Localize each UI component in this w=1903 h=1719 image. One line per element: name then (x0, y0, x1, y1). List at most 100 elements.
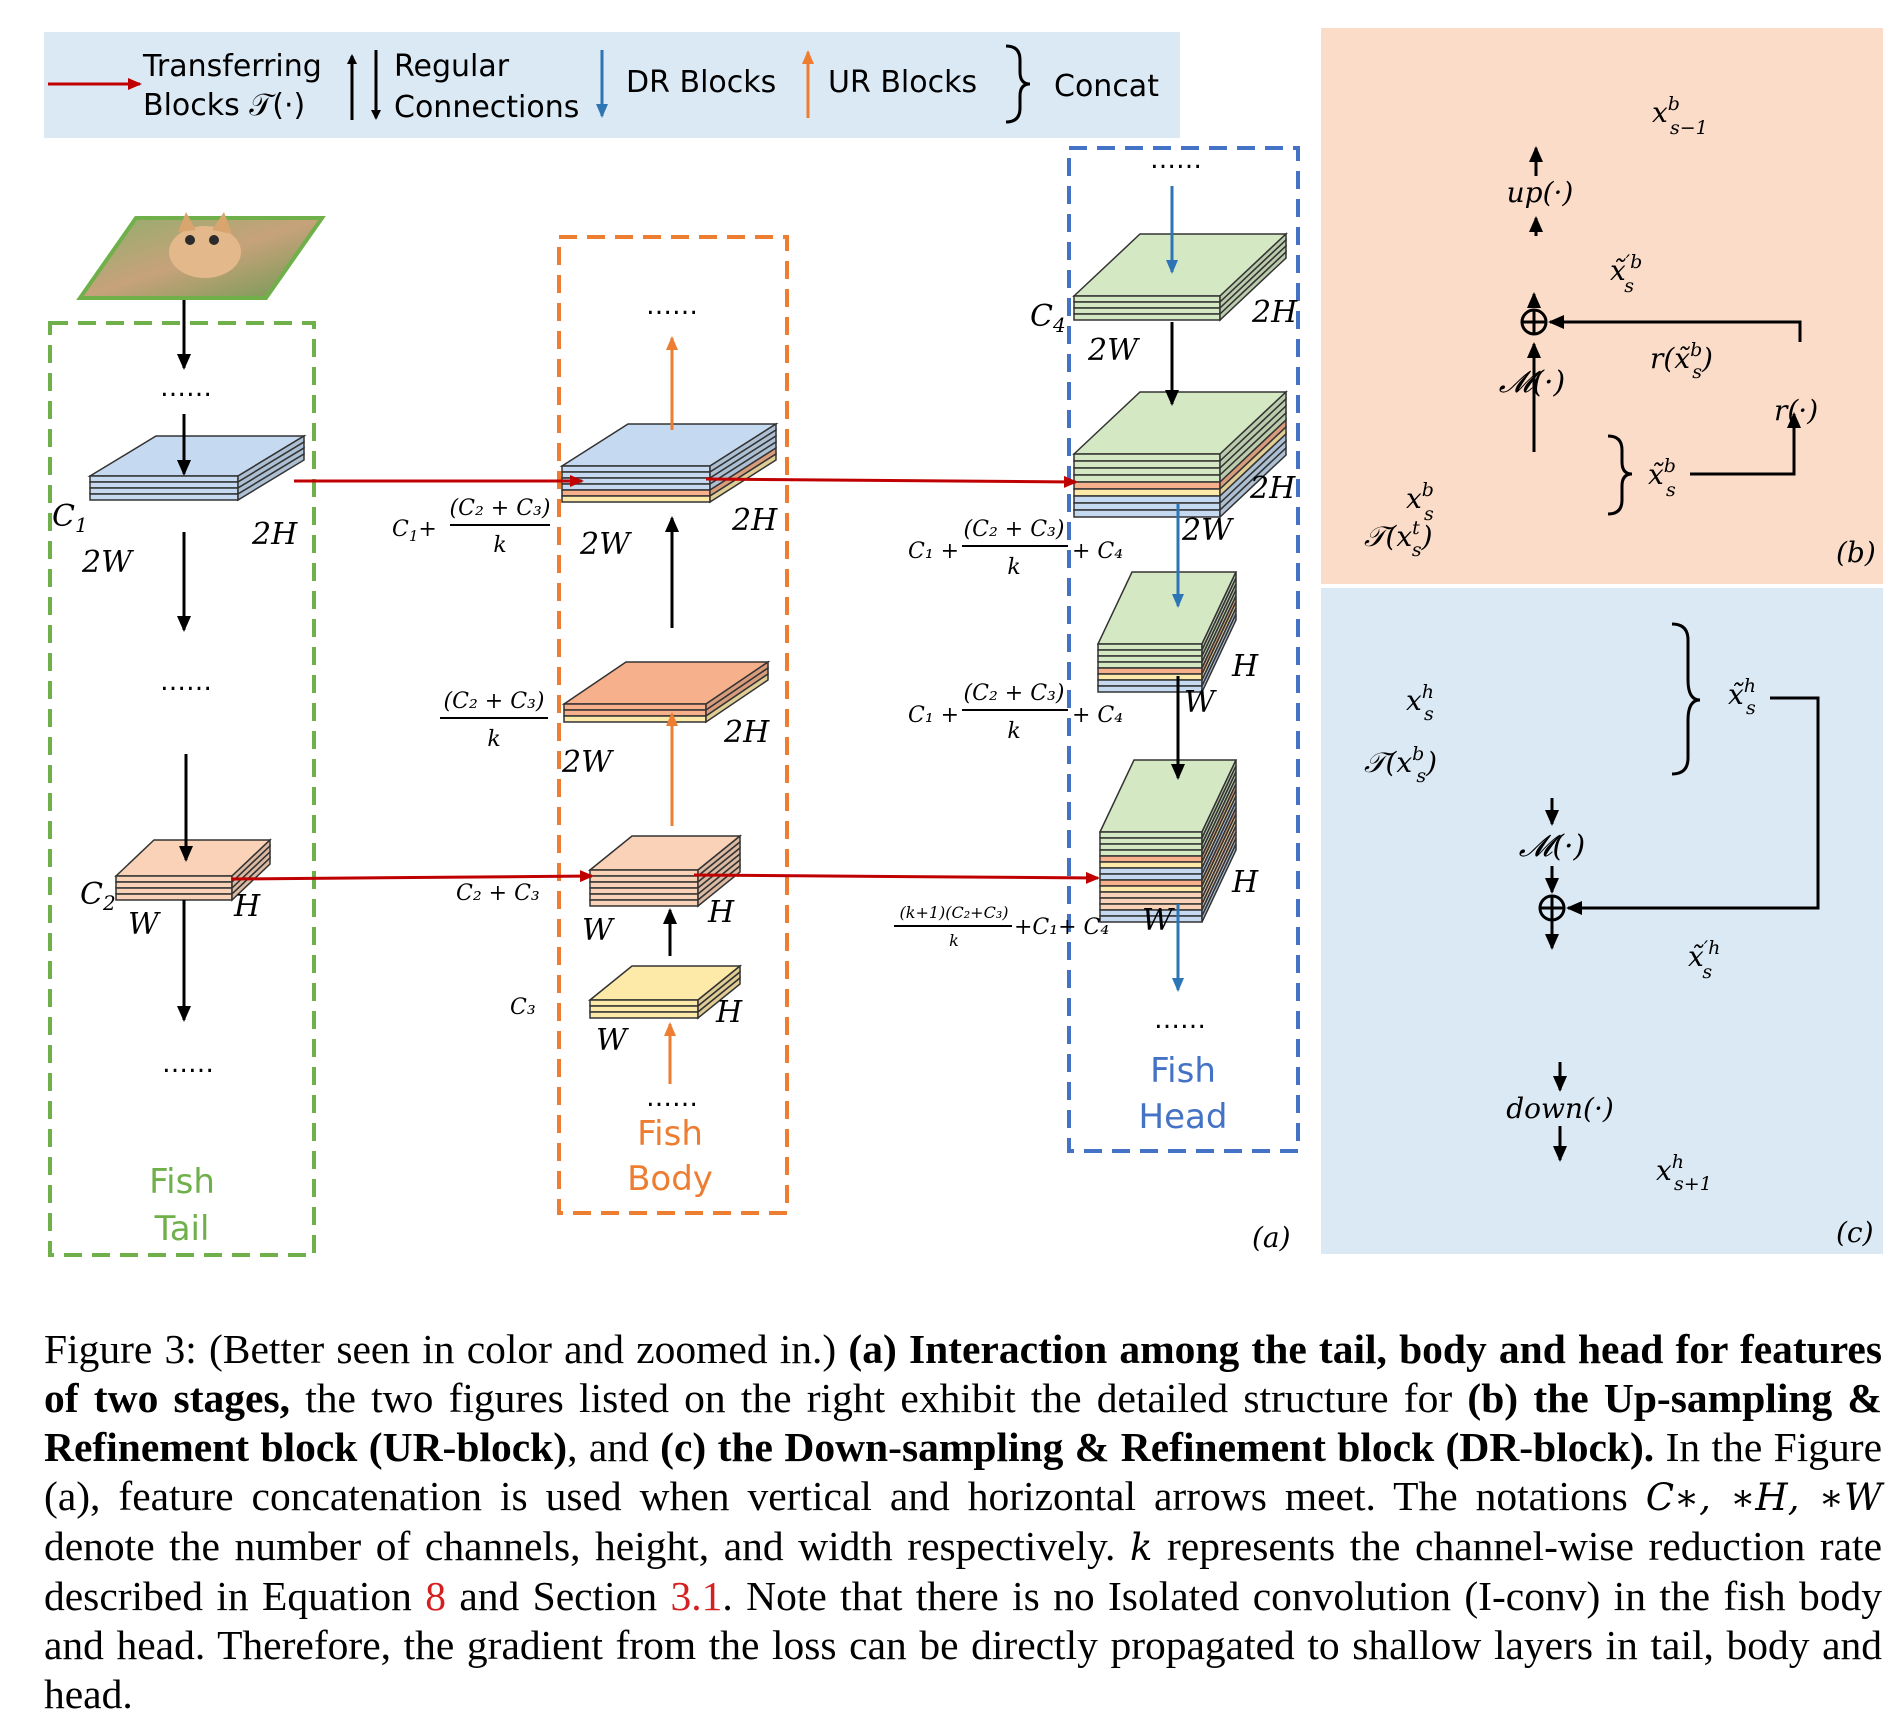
pb-r-fn: r(·) (1774, 394, 1818, 427)
head-block-top-layer-front (1073, 301, 1221, 309)
fish-body-frame (557, 235, 789, 1215)
body-block-mid-layer-side (705, 672, 769, 724)
head-block-bottom-layer-front (1099, 837, 1203, 845)
head-block-bottom-layer-front (1099, 843, 1203, 851)
pb-txst-label: 𝒯(xt s) (1364, 517, 1433, 561)
svg-text:k: k (1007, 555, 1020, 580)
pb-brace-icon (1607, 434, 1633, 516)
body-block-mid-layer-front (563, 709, 707, 717)
pc-m-fn: 𝓜(·) (1519, 829, 1586, 864)
svg-text:(k+1)(C₂+C₃): (k+1)(C₂+C₃) (900, 903, 1009, 922)
head-block-mid-layer-front (1073, 481, 1221, 490)
tail-block-c2 (114, 838, 272, 902)
svg-text:+ C₄: + C₄ (1072, 703, 1123, 728)
head-block-bottom-layer-front (1099, 861, 1203, 869)
body-label-mid: (C₂ + C₃) k (440, 689, 548, 752)
transfer-arrow-body-to-head-2 (693, 871, 1100, 884)
tail-dots-3: …… (162, 1049, 214, 1079)
body-block-top-layer-front (561, 495, 711, 503)
tail-dots-2: …… (160, 667, 212, 697)
head-block-bottom-layer-front (1099, 855, 1203, 863)
head-block-mid (1072, 390, 1288, 519)
equation-ref-link[interactable]: 8 (425, 1573, 446, 1619)
head-block-bottom-layer-side (1201, 843, 1237, 923)
body-block-top-layer-front (561, 471, 711, 479)
body-top-w: 2W (579, 527, 632, 562)
svg-text:C₁ +: C₁ + (908, 703, 959, 728)
panel-b-background (1321, 28, 1883, 584)
legend-brace-icon (1005, 44, 1031, 124)
head-bottom-h: H (1231, 865, 1259, 900)
head-block-low-layer-front (1097, 673, 1203, 681)
head-block-low-layer-side (1201, 613, 1237, 693)
fish-tail-frame (48, 321, 316, 1257)
tail-block-c2-layer-front (115, 881, 233, 889)
pc-mid-label: x̃′h s (1688, 937, 1720, 983)
head-block-mid-layer-front (1073, 460, 1221, 469)
head-block-top (1072, 232, 1288, 322)
head-block-top-layer-front (1073, 313, 1221, 321)
svg-text:k: k (487, 727, 500, 752)
head-block-mid-layer-front (1073, 502, 1221, 511)
body-block-bottom-layer-front (589, 1005, 699, 1013)
tail-block-c1-layer-side (237, 452, 305, 502)
head-block-low-layer-front (1097, 661, 1203, 669)
body-label-top: C1+ (C₂ + C₃) k (392, 496, 550, 558)
head-block-top-layer-front (1073, 307, 1221, 315)
pb-arrow-r (1690, 412, 1801, 476)
pb-top-label: xb s−1 (1652, 93, 1708, 139)
head-top-w: 2W (1087, 333, 1140, 368)
svg-text:(C₂ + C₃): (C₂ + C₃) (964, 517, 1065, 542)
tail-c1-w: 2W (81, 545, 134, 580)
legend-transferring: Transferring (142, 49, 322, 84)
head-block-mid-layer-front (1073, 495, 1221, 504)
pc-arrow-residual (1566, 696, 1820, 915)
figure-3-diagram: Transferring Blocks 𝒯(·) Regular Connect… (44, 28, 1883, 1257)
body-low-w: W (582, 913, 615, 948)
head-dots-bottom: …… (1154, 1005, 1206, 1035)
head-block-bottom-layer-front (1099, 879, 1203, 887)
pb-mid-label: x̃′b s (1610, 251, 1642, 297)
pb-m-fn: 𝓜(·) (1499, 365, 1566, 400)
head-low-h: H (1231, 649, 1259, 684)
body-block-low-layer-front (589, 881, 699, 889)
body-bottom-h: H (715, 995, 743, 1030)
head-block-bottom-layer-front (1099, 885, 1203, 893)
body-dots-top: …… (646, 291, 698, 321)
fish-body-title-1: Fish (637, 1114, 703, 1154)
head-top-h: 2H (1251, 295, 1298, 330)
svg-text:+C₁+ C₄: +C₁+ C₄ (1014, 915, 1109, 940)
body-block-top-layer-front (561, 489, 711, 497)
head-block-mid-layer-side (1219, 446, 1287, 519)
body-block-mid-layer-front (563, 715, 707, 723)
panel-c-label: (c) (1836, 1216, 1874, 1249)
fish-tail-title-2: Tail (154, 1209, 210, 1249)
tail-c1-h: 2H (251, 517, 298, 552)
body-block-top (559, 422, 779, 504)
section-ref-link[interactable]: 3.1 (670, 1573, 723, 1619)
head-block-mid-layer-front (1073, 488, 1221, 497)
tail-block-c1 (87, 434, 307, 502)
head-label-2: C₁ + (C₂ + C₃) k + C₄ (908, 681, 1123, 744)
head-block-low-layer-front (1097, 655, 1203, 663)
pb-tilde-label: x̃b s (1648, 455, 1676, 501)
svg-text:(C₂ + C₃): (C₂ + C₃) (450, 496, 551, 521)
head-block-mid-layer-front (1073, 474, 1221, 483)
svg-text:C₁ +: C₁ + (908, 539, 959, 564)
head-block-bottom (1098, 759, 1238, 923)
fish-head-title-1: Fish (1150, 1051, 1216, 1091)
svg-text:k: k (1007, 719, 1020, 744)
pb-arrow-residual (1548, 315, 1802, 342)
body-block-low-layer-front (589, 887, 699, 895)
tail-c2-h: H (233, 889, 261, 924)
pb-up-fn: up(·) (1507, 176, 1574, 209)
fish-body-title-2: Body (627, 1159, 713, 1199)
tail-c2-label: C2 (80, 877, 116, 915)
body-block-mid-layer-front (563, 703, 707, 711)
body-block-top-layer-front (561, 477, 711, 485)
body-low-h: H (707, 895, 735, 930)
transfer-arrow-c2-to-body (231, 870, 594, 883)
head-block-bottom-layer-front (1099, 831, 1203, 839)
body-bottom-w: W (596, 1023, 629, 1058)
svg-text:(C₂ + C₃): (C₂ + C₃) (444, 689, 545, 714)
